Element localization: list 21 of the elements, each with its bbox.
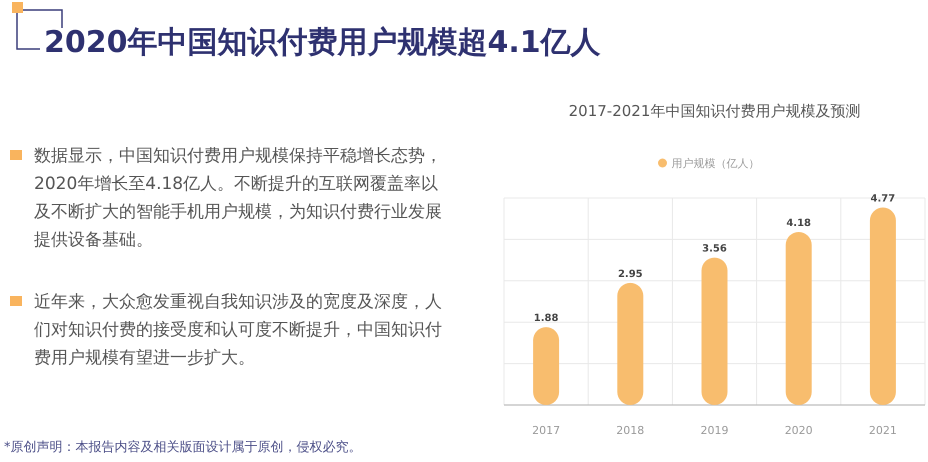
text: *原创声明：本报告内容及相关版面设计属于原创，侵权必究。: [4, 439, 362, 456]
data-label: 1.88: [534, 313, 558, 324]
bar: [533, 327, 560, 405]
chart-subtitle: 2017-2021年中国知识付费用户规模及预测: [568, 102, 860, 120]
legend-label: 用户规模（亿人）: [672, 157, 760, 170]
data-label: 4.18: [786, 218, 812, 229]
x-tick-label: 2017: [532, 424, 560, 437]
x-tick-label: 2018: [616, 424, 644, 437]
data-label: 4.77: [870, 194, 896, 205]
bar: [702, 258, 728, 405]
chart-title: 2020年中国知识付费用户规模超4.1亿人: [44, 24, 601, 62]
x-tick-label: 2020: [784, 424, 813, 437]
bar: [786, 232, 812, 405]
data-label: 2.95: [618, 268, 643, 280]
x-tick-label: 2021: [868, 424, 897, 437]
bar: [617, 282, 644, 405]
bar: [870, 208, 896, 405]
text: 近年来，大众愈发重视自我知识涉及的宽度及深度，人们对知识付费的接受度和认可度不断提升，中国知识付费用户规模有望进一步扩大。: [34, 291, 443, 370]
x-tick-label: 2019: [700, 424, 728, 437]
data-label: 3.56: [702, 244, 727, 255]
text: 数据显示，中国知识付费用户规模保持平稳增长态势，2020年增长至4.18亿人。不断提升的互联网覆盖率以及不断扩大的智能手机用户规模，为知识付费行业发展提供设备基础。: [34, 145, 443, 252]
